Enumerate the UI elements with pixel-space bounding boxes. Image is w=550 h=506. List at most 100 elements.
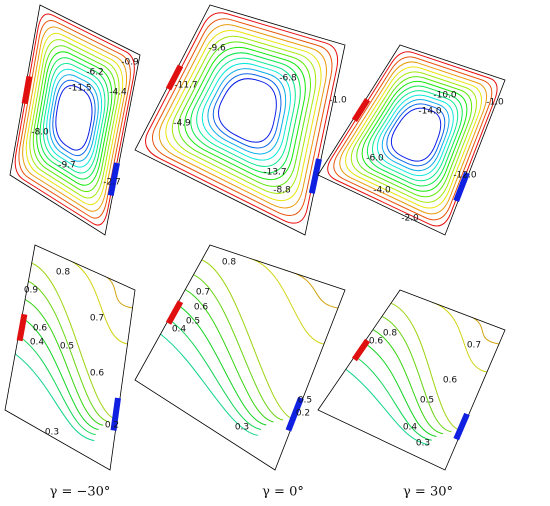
- contour-label: -9.7: [58, 161, 76, 171]
- contour-line: [196, 57, 296, 167]
- contour-line: [18, 20, 131, 219]
- contour-line: [381, 315, 452, 433]
- panel-frame: [317, 289, 506, 471]
- heat-source: [16, 313, 28, 342]
- contour-line: [152, 18, 333, 216]
- panel-frame: [4, 244, 136, 471]
- caption: γ = 0°: [262, 485, 304, 500]
- contour-label: -12.0: [453, 171, 477, 181]
- contour-line: [36, 51, 113, 186]
- contour-group: [160, 258, 339, 436]
- contour-label: -1.0: [329, 96, 347, 106]
- contour-line: [218, 78, 277, 143]
- heat-sink: [110, 397, 121, 431]
- contour-label: 0.3: [235, 423, 249, 433]
- contour-label: -9.6: [208, 44, 226, 54]
- contour-line: [64, 258, 128, 345]
- heat-sink: [453, 171, 470, 202]
- heat-sink: [107, 162, 120, 196]
- contour-line: [284, 269, 339, 309]
- contour-line: [176, 303, 267, 426]
- contour-label: -4.0: [373, 186, 391, 196]
- contour-label: -4.9: [173, 119, 191, 129]
- contour-line: [345, 66, 482, 209]
- contour-group: [327, 51, 498, 227]
- contour-label: -6.8: [279, 74, 297, 84]
- contour-label: -4.4: [109, 88, 127, 98]
- contour-line: [55, 85, 93, 151]
- contour-label: 0.7: [196, 288, 210, 298]
- contour-label: -2.7: [103, 178, 121, 188]
- contour-label: 0.2: [105, 421, 119, 431]
- contour-label: 0.5: [420, 396, 434, 406]
- contour-line: [250, 258, 325, 345]
- panel-frame: [317, 44, 506, 236]
- heat-sink: [453, 412, 470, 441]
- heat-sink: [285, 396, 304, 432]
- panel-frame: [134, 244, 346, 471]
- contour-label: -11.7: [174, 81, 197, 91]
- contour-label: 0.3: [416, 439, 430, 449]
- contour-line: [178, 41, 311, 187]
- heat-source: [21, 75, 33, 105]
- contour-label: -0.9: [121, 58, 139, 68]
- contour-line: [201, 62, 291, 161]
- contour-label: -6.0: [366, 154, 384, 164]
- contour-line: [372, 329, 444, 435]
- contour-line: [339, 61, 488, 215]
- contour-line: [165, 30, 322, 201]
- contour-group: [14, 13, 135, 226]
- contour-label: -1.0: [486, 98, 504, 108]
- contour-line: [371, 90, 459, 182]
- contour-label: 0.4: [172, 325, 187, 335]
- contour-label: -14.0: [418, 107, 442, 117]
- contour-line: [356, 76, 473, 198]
- contour-label: 0.7: [90, 314, 104, 324]
- contour-label: -10.0: [433, 91, 457, 101]
- contour-line: [333, 56, 493, 221]
- contour-label: -13.7: [263, 168, 286, 178]
- heat-source: [351, 338, 371, 362]
- contour-line: [350, 71, 478, 203]
- contour-label: 0.4: [403, 423, 418, 433]
- contour-line: [190, 52, 301, 174]
- contour-line: [390, 302, 462, 432]
- contour-label: 0.6: [369, 337, 384, 347]
- contour-line: [42, 63, 106, 174]
- panel-frame: [134, 4, 346, 236]
- contour-line: [31, 262, 118, 421]
- contour-line: [28, 280, 110, 423]
- contour-line: [390, 107, 442, 162]
- contour-label: -8.0: [31, 128, 49, 138]
- heat-source: [165, 64, 184, 91]
- caption: γ = 30°: [403, 485, 453, 500]
- contour-line: [14, 13, 135, 226]
- contour-label: 0.8: [56, 268, 71, 278]
- contour-line: [32, 45, 116, 193]
- contour-label: 0.6: [194, 303, 209, 313]
- contour-line: [193, 274, 284, 421]
- contour-line: [376, 94, 454, 177]
- heat-sink: [308, 158, 322, 194]
- contour-label: -11.5: [68, 84, 91, 94]
- contour-label: 0.3: [45, 428, 59, 438]
- contour-label: 0.9: [24, 286, 39, 296]
- contour-label: 0.6: [90, 369, 105, 379]
- contour-line: [168, 318, 262, 430]
- contour-line: [89, 269, 133, 309]
- contour-line: [46, 68, 103, 168]
- contour-line: [24, 299, 104, 426]
- heat-source: [351, 97, 371, 123]
- contour-label: -6.2: [86, 68, 104, 78]
- contour-line: [160, 333, 258, 436]
- contour-label: 0.7: [467, 341, 481, 351]
- contour-label: 0.2: [296, 409, 310, 419]
- contour-line: [201, 259, 295, 421]
- contour-line: [25, 32, 124, 206]
- contour-label: 0.5: [60, 342, 74, 352]
- contour-line: [39, 57, 109, 180]
- contour-line: [21, 317, 99, 430]
- contour-line: [145, 12, 339, 224]
- contour-line: [22, 26, 128, 212]
